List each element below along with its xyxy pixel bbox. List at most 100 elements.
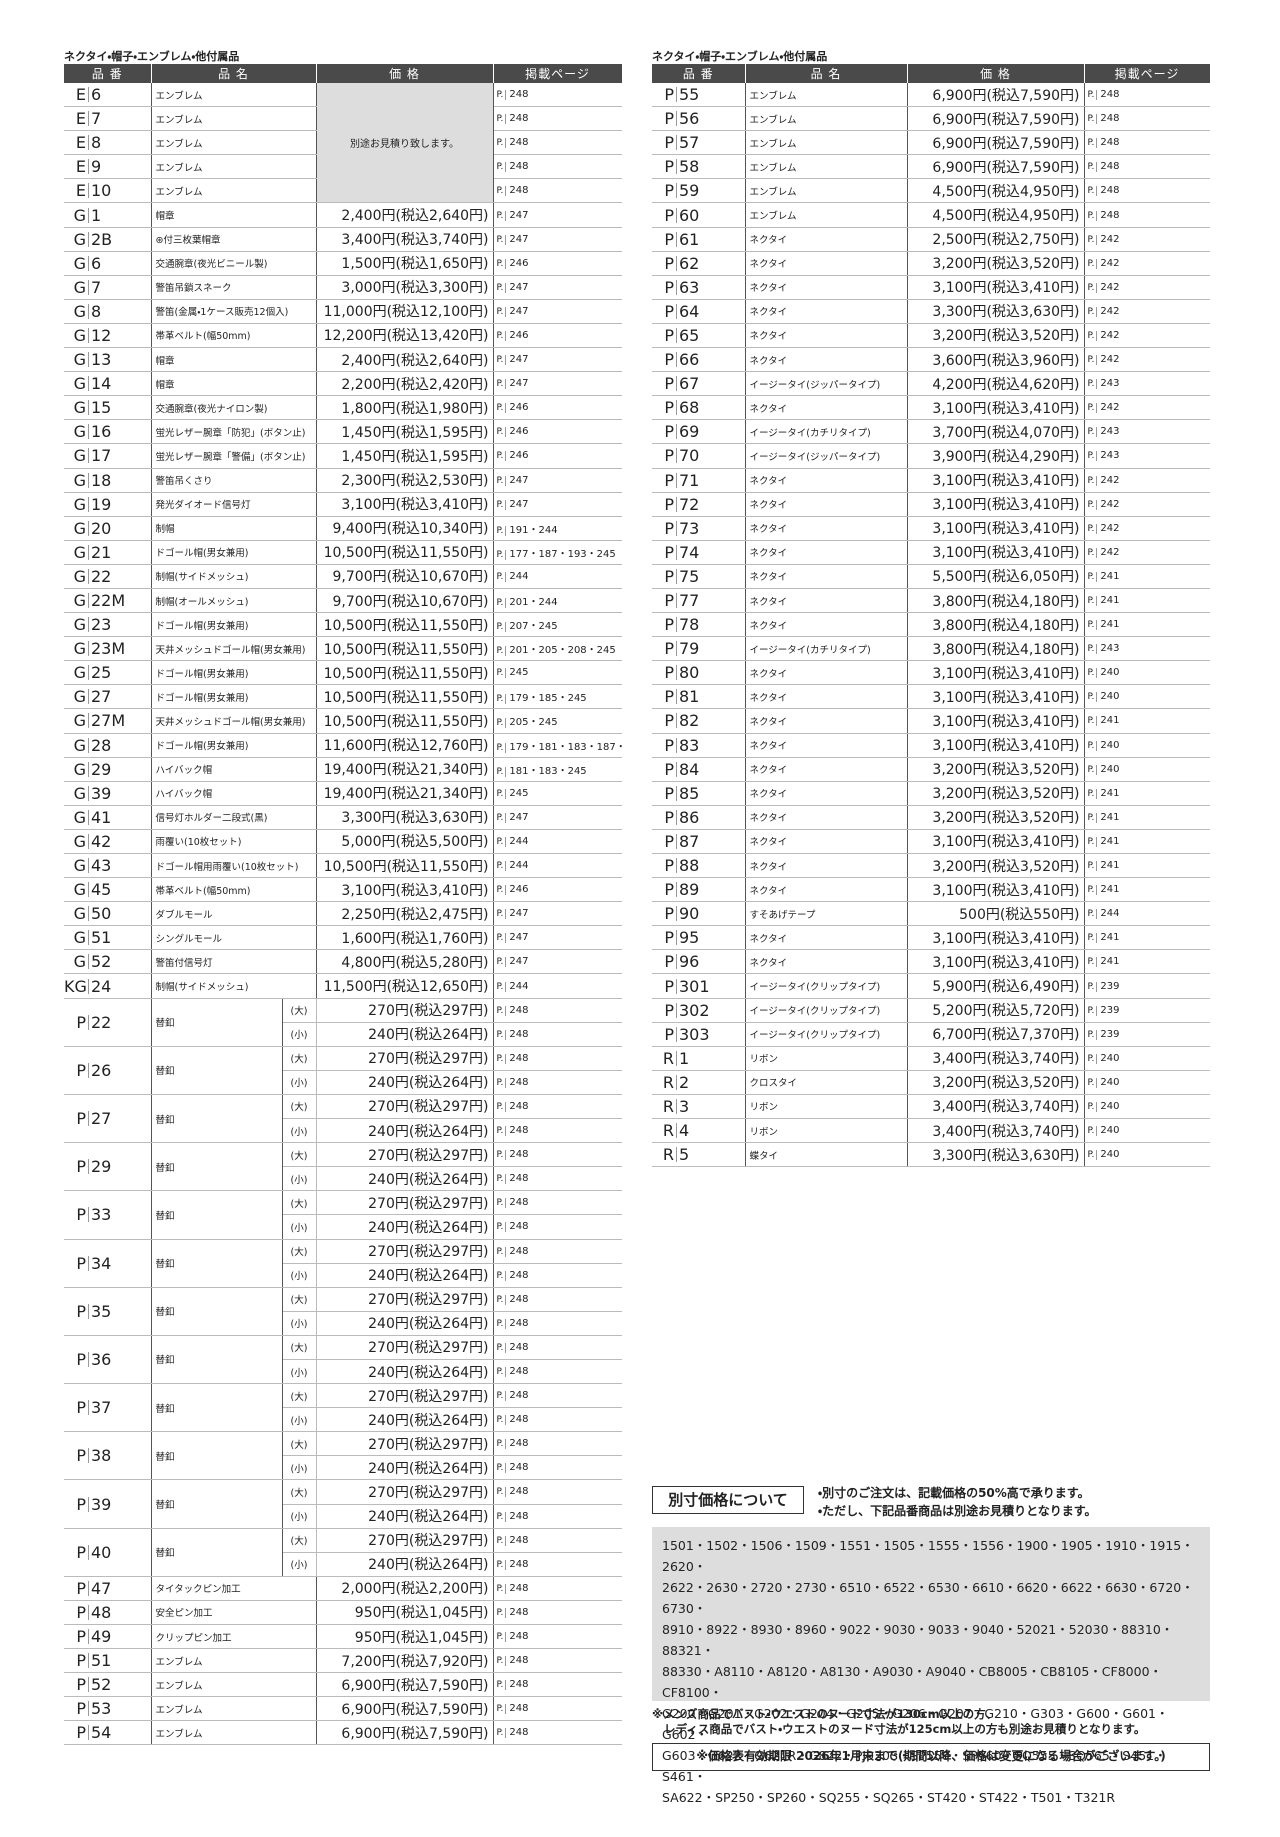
code-prefix: P	[652, 809, 677, 825]
item-price: 9,400円(税込10,340円)	[316, 516, 494, 541]
item-price: 3,300円(税込3,630円)	[907, 299, 1085, 324]
page-prefix: P.	[496, 114, 507, 125]
page-ref: P. 248	[493, 1142, 623, 1168]
code-number: 37	[91, 1398, 112, 1418]
item-name: 帯革ベルト(幅50mm)	[151, 323, 317, 349]
item-row: G 39 ハイバック帽 19,400円(税込21,340円) P. 245	[64, 781, 623, 806]
page-prefix: P.	[496, 1294, 507, 1305]
page-number: 248	[509, 1510, 529, 1522]
code-number: 62	[679, 253, 700, 273]
code-number: 66	[679, 350, 700, 370]
page-ref: P. 239	[1084, 1022, 1210, 1047]
item-price: 1,450円(税込1,595円)	[316, 443, 494, 469]
code-number: 10	[91, 181, 112, 201]
code-number: 15	[91, 398, 112, 418]
code-number: 45	[91, 880, 112, 900]
code-number: 41	[91, 807, 112, 827]
page-number: 246	[509, 450, 529, 462]
page-number: 246	[509, 426, 529, 438]
code-number: 60	[679, 205, 700, 225]
code-prefix: P	[652, 255, 677, 271]
item-row: G 25 ドゴール帽(男女兼用) 10,500円(税込11,550円) P. 245	[64, 660, 623, 686]
item-row: G 29 ハイバック帽 19,400円(税込21,340円) P. 181・183・245	[64, 757, 623, 782]
page-ref: P. 248	[493, 1552, 623, 1577]
item-price: 10,500円(税込11,550円)	[316, 660, 494, 686]
page-prefix: P.	[1087, 210, 1098, 221]
page-prefix: P.	[496, 138, 507, 149]
page-prefix: P.	[1087, 1101, 1098, 1112]
item-price: 950円(税込1,045円)	[316, 1600, 494, 1626]
item-code: G 13	[64, 347, 152, 373]
item-size: (大)	[282, 998, 317, 1023]
code-number: 23M	[91, 639, 126, 659]
item-name: すそあげテープ	[745, 901, 908, 927]
item-name: 蛍光レザー腕章「防犯」(ボタン止)	[151, 419, 317, 445]
item-price: 5,000円(税込5,500円)	[316, 829, 494, 855]
item-price: 3,400円(税込3,740円)	[907, 1118, 1085, 1144]
item-code: G 28	[64, 733, 152, 758]
code-prefix: P	[652, 135, 677, 151]
item-price: 1,500円(税込1,650円)	[316, 251, 494, 276]
code-prefix: P	[652, 641, 677, 657]
item-row: P 79 イージータイ(カチリタイプ) 3,800円(税込4,180円) P. 243	[652, 636, 1210, 662]
code-prefix: P	[652, 231, 677, 247]
page-number: 239	[1100, 1028, 1120, 1040]
page-ref: P. 248	[493, 1696, 623, 1722]
item-price: 270円(税込297円)	[316, 1094, 494, 1120]
code-prefix: P	[652, 785, 677, 801]
item-name: ネクタイ	[745, 660, 908, 686]
item-row: P 80 ネクタイ 3,100円(税込3,410円) P. 240	[652, 660, 1210, 686]
page-number: 248	[509, 1558, 529, 1570]
item-name: ⊛付三枚葉帽章	[151, 227, 317, 252]
code-prefix: R	[652, 1123, 677, 1139]
item-code: P 74	[652, 540, 746, 565]
item-code: G 14	[64, 371, 152, 397]
item-price: 6,900円(税込7,590円)	[316, 1696, 494, 1722]
page-ref: P. 248	[493, 1672, 623, 1698]
code-number: 88	[679, 856, 700, 876]
item-size: (大)	[282, 1239, 317, 1264]
page-ref: P. 247	[493, 347, 623, 373]
page-ref: P. 248	[493, 1648, 623, 1674]
item-name: 替釦	[151, 1239, 283, 1288]
code-prefix: P	[652, 761, 677, 777]
code-number: 34	[91, 1253, 112, 1273]
item-row: P 64 ネクタイ 3,300円(税込3,630円) P. 242	[652, 299, 1210, 324]
item-size: (大)	[282, 1383, 317, 1409]
page-prefix: P.	[1087, 523, 1098, 534]
page-ref: P. 248	[1084, 83, 1210, 108]
code-prefix: P	[652, 159, 677, 175]
code-prefix: G	[64, 954, 89, 970]
footnote-line: ※メンズ商品でバスト・ウエストのヌード寸法が130cm以上の方、	[652, 1707, 998, 1721]
code-prefix: G	[64, 858, 89, 874]
item-code: P 69	[652, 419, 746, 445]
page-ref: P. 248	[1084, 178, 1210, 204]
code-number: 54	[91, 1723, 112, 1743]
code-number: 59	[679, 181, 700, 201]
item-size: (小)	[282, 1455, 317, 1481]
item-row: P 75 ネクタイ 5,500円(税込6,050円) P. 241	[652, 564, 1210, 589]
item-price: 11,000円(税込12,100円)	[316, 299, 494, 324]
page-ref: P. 239	[1084, 998, 1210, 1023]
item-code: P 88	[652, 853, 746, 879]
item-price: 3,100円(税込3,410円)	[907, 516, 1085, 541]
code-number: 39	[91, 783, 112, 803]
item-price: 6,900円(税込7,590円)	[907, 154, 1085, 180]
item-price: 1,800円(税込1,980円)	[316, 395, 494, 421]
code-prefix: P	[64, 1255, 89, 1271]
item-name: エンブレム	[745, 154, 908, 180]
page-prefix: P.	[496, 1680, 507, 1691]
item-price: 4,200円(税込4,620円)	[907, 371, 1085, 397]
item-name: リボン	[745, 1094, 908, 1120]
page-prefix: P.	[496, 766, 507, 777]
item-name: 帽章	[151, 371, 317, 397]
page-number: 247	[509, 932, 529, 944]
item-name: 蝶タイ	[745, 1142, 908, 1168]
item-name: ネクタイ	[745, 323, 908, 349]
page-prefix: P.	[496, 403, 507, 414]
item-code: P 86	[652, 805, 746, 830]
code-number: 42	[91, 831, 112, 851]
item-price: 3,100円(税込3,410円)	[907, 275, 1085, 300]
item-price: 12,200円(税込13,420円)	[316, 323, 494, 349]
